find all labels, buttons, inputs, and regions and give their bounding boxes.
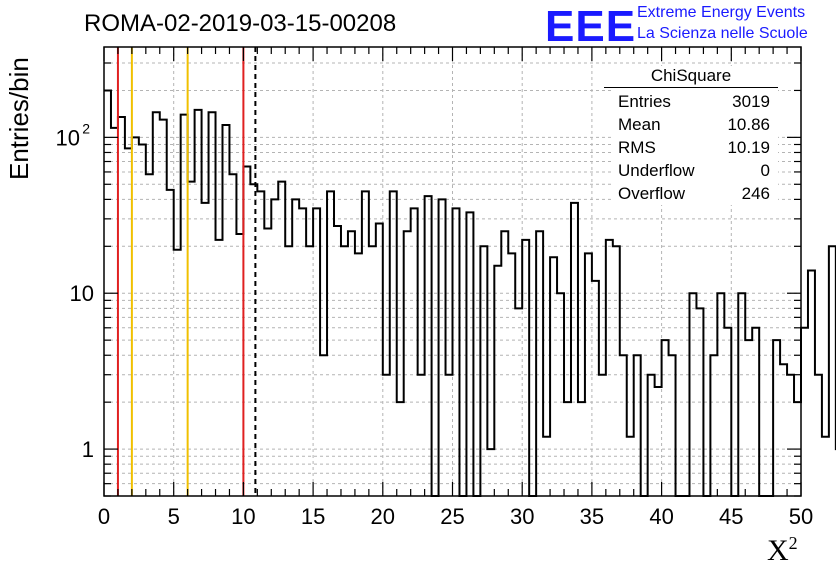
- chart-title: ROMA-02-2019-03-15-00208: [84, 10, 397, 37]
- x-axis-label: X2: [767, 533, 798, 568]
- stats-row-mean: Mean 10.86: [612, 113, 778, 136]
- stats-label: Underflow: [618, 161, 695, 180]
- y-axis-label: Entries/bin: [4, 57, 34, 180]
- stats-row-underflow: Underflow 0: [612, 159, 778, 182]
- stats-row-rms: RMS 10.19: [612, 136, 778, 159]
- stats-value: 246: [741, 184, 770, 203]
- x-tick-label: 5: [168, 504, 180, 529]
- y-tick-label: 10: [70, 281, 94, 306]
- stats-box: ChiSquare Entries 3019 Mean 10.86 RMS 10…: [604, 66, 778, 205]
- x-tick-label: 40: [649, 504, 673, 529]
- stats-row-entries: Entries 3019: [612, 90, 778, 113]
- y-tick-label-exponent: 2: [82, 120, 90, 136]
- y-tick-label: 1: [82, 437, 94, 462]
- logo-line-2: La Scienza nelle Scuole: [637, 25, 808, 42]
- stats-value: 10.19: [727, 138, 770, 157]
- x-tick-label: 15: [301, 504, 325, 529]
- x-axis-label-base: X: [767, 534, 789, 567]
- stats-label: Mean: [618, 115, 661, 134]
- y-tick-label: 10: [56, 125, 80, 150]
- stats-value: 3019: [732, 92, 770, 111]
- x-tick-label: 50: [789, 504, 813, 529]
- x-tick-label: 30: [510, 504, 534, 529]
- stats-label: Overflow: [618, 184, 686, 203]
- x-tick-label: 0: [98, 504, 110, 529]
- x-tick-label: 35: [580, 504, 604, 529]
- x-tick-label: 45: [719, 504, 743, 529]
- eee-logo: EEE: [545, 2, 637, 51]
- stats-value: 10.86: [727, 115, 770, 134]
- stats-row-overflow: Overflow 246: [612, 182, 778, 205]
- x-axis-label-superscript: 2: [788, 533, 798, 553]
- x-tick-label: 25: [440, 504, 464, 529]
- histogram-line: [104, 89, 836, 497]
- stats-label: Entries: [618, 92, 671, 111]
- stats-box-title: ChiSquare: [604, 66, 778, 88]
- x-tick-label: 10: [231, 504, 255, 529]
- stats-label: RMS: [618, 138, 656, 157]
- x-tick-label: 20: [371, 504, 395, 529]
- stats-value: 0: [760, 161, 770, 180]
- logo-line-1: Extreme Energy Events: [637, 4, 806, 21]
